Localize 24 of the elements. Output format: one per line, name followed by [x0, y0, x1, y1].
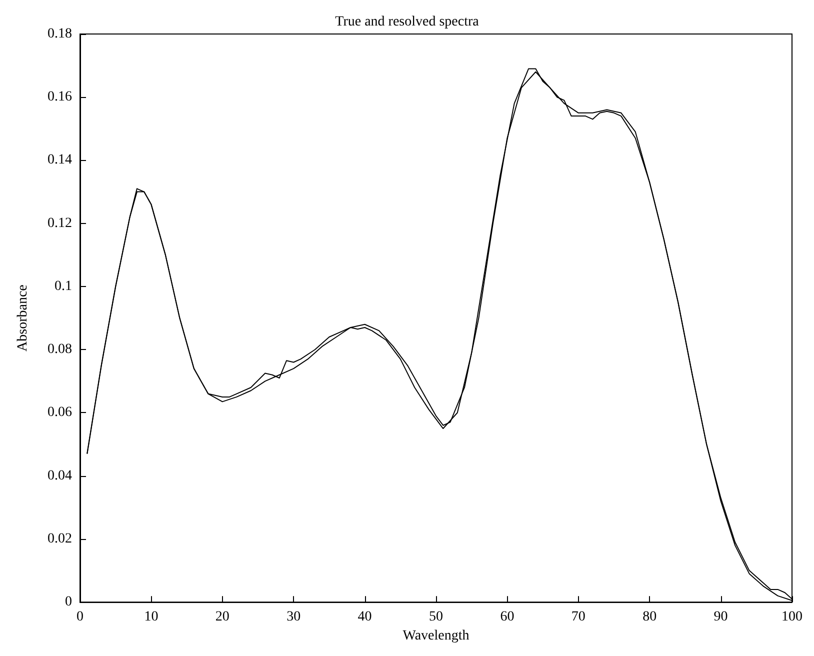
y-tick-label: 0.02: [48, 531, 72, 546]
x-tick-label: 70: [571, 610, 586, 625]
x-tick-label: 0: [76, 610, 84, 625]
y-tick-label: 0: [65, 594, 72, 610]
y-tick-label: 0.04: [48, 468, 72, 484]
y-tick-label: 0.08: [48, 342, 72, 358]
y-tick-label: 0.18: [48, 26, 72, 42]
y-tick-label: 0.1: [54, 278, 72, 294]
x-tick-label: 80: [642, 610, 657, 625]
y-tick-label: 0.06: [48, 405, 72, 420]
x-tick-label: 10: [144, 610, 158, 625]
x-tick-label: 50: [429, 610, 443, 625]
x-tick-label: 30: [286, 610, 301, 625]
y-tick-label: 0.16: [48, 90, 72, 105]
x-tick-label: 40: [358, 610, 372, 625]
chart-title: True and resolved spectra: [335, 14, 480, 30]
x-tick-label: 90: [714, 610, 728, 625]
y-tick-label: 0.14: [48, 152, 72, 168]
y-axis-title: Absorbance: [16, 284, 30, 352]
x-tick-label: 20: [215, 610, 230, 625]
x-axis-title: Wavelength: [402, 628, 470, 644]
x-tick-label: 100: [782, 610, 802, 625]
y-tick-label: 0.12: [48, 216, 72, 231]
x-tick-label: 60: [500, 610, 514, 625]
